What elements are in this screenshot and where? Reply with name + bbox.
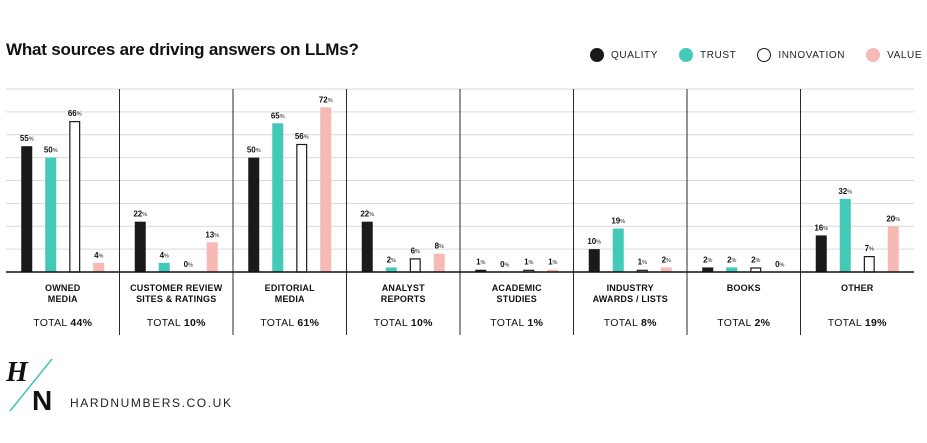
bar-quality: [361, 221, 373, 272]
data-label: 50%: [44, 146, 58, 155]
category-label: SITES & RATINGS: [136, 294, 216, 304]
bar-value: [887, 226, 899, 272]
category-total: TOTAL 1%: [490, 317, 543, 329]
bar-quality: [21, 146, 33, 272]
bar-value: [547, 269, 559, 272]
category-total: TOTAL 10%: [374, 317, 433, 329]
bar-trust: [612, 228, 624, 272]
category-label: STUDIES: [497, 294, 537, 304]
bar-quality: [475, 269, 487, 272]
category-label: CUSTOMER REVIEW: [130, 283, 223, 293]
bar-trust: [272, 123, 284, 272]
category-label: AWARDS / LISTS: [593, 294, 668, 304]
data-label: 0%: [500, 260, 509, 269]
data-label: 20%: [886, 214, 900, 223]
data-label: 4%: [94, 251, 103, 260]
legend-label: INNOVATION: [778, 49, 846, 61]
category-label: BOOKS: [727, 283, 761, 293]
category-total: TOTAL 61%: [260, 317, 319, 329]
data-label: 0%: [184, 260, 193, 269]
bar-value: [93, 262, 105, 272]
data-label: 1%: [548, 258, 557, 267]
bar-innovation: [69, 121, 81, 273]
data-label: 50%: [247, 146, 261, 155]
website-url: HARDNUMBERS.CO.UK: [70, 396, 233, 410]
data-label: 2%: [387, 255, 396, 264]
data-label: 72%: [319, 95, 333, 104]
legend-item-value: VALUE: [866, 48, 922, 62]
bar-value: [660, 267, 672, 272]
chart-title: What sources are driving answers on LLMs…: [6, 40, 359, 59]
data-label: 8%: [435, 242, 444, 251]
data-label: 19%: [611, 217, 625, 226]
data-label: 2%: [703, 255, 712, 264]
data-label: 56%: [295, 132, 309, 141]
data-label: 55%: [20, 134, 34, 143]
category-label: EDITORIAL: [265, 283, 315, 293]
legend-swatch-innovation: [757, 48, 772, 62]
data-label: 22%: [133, 210, 147, 219]
category-label: MEDIA: [48, 294, 78, 304]
bar-trust: [45, 157, 57, 272]
bar-value: [433, 253, 445, 272]
chart-legend: QUALITY TRUST INNOVATION VALUE: [590, 45, 922, 65]
data-label: 2%: [727, 255, 736, 264]
legend-item-innovation: INNOVATION: [757, 48, 845, 62]
category-label: OTHER: [841, 283, 874, 293]
legend-label: QUALITY: [611, 49, 658, 61]
bar-quality: [134, 221, 146, 272]
logo-letter-n: N: [32, 385, 52, 415]
legend-item-quality: QUALITY: [590, 48, 658, 62]
legend-swatch-trust: [679, 48, 693, 62]
bar-innovation: [863, 255, 875, 273]
data-label: 0%: [775, 260, 784, 269]
bar-trust: [385, 267, 397, 272]
data-label: 13%: [205, 230, 219, 239]
category-total: TOTAL 10%: [147, 317, 206, 329]
bar-quality: [702, 267, 714, 272]
data-label: 10%: [587, 237, 601, 246]
bar-quality: [588, 249, 600, 272]
category-label: ANALYST: [382, 283, 425, 293]
bar-quality: [248, 157, 260, 272]
category-total: TOTAL 19%: [828, 317, 887, 329]
category-label: INDUSTRY: [607, 283, 654, 293]
bar-innovation: [296, 143, 308, 273]
category-label: OWNED: [45, 283, 81, 293]
legend-label: TRUST: [700, 49, 737, 61]
data-label: 7%: [865, 244, 874, 253]
legend-swatch-quality: [590, 48, 604, 62]
data-label: 65%: [271, 111, 285, 120]
bar-trust: [839, 198, 851, 272]
bar-innovation: [409, 258, 421, 273]
category-label: MEDIA: [275, 294, 305, 304]
category-label: ACADEMIC: [492, 283, 542, 293]
data-label: 16%: [814, 223, 828, 232]
legend-item-trust: TRUST: [679, 48, 736, 62]
data-label: 1%: [638, 258, 647, 267]
data-label: 22%: [360, 210, 374, 219]
bar-quality: [815, 235, 827, 272]
logo-letter-h: H: [5, 357, 29, 388]
category-label: REPORTS: [381, 294, 426, 304]
legend-swatch-value: [866, 48, 881, 62]
data-label: 1%: [524, 258, 533, 267]
bar-trust: [158, 262, 170, 272]
category-total: TOTAL 44%: [33, 317, 92, 329]
bar-value: [320, 107, 332, 272]
hard-numbers-logo: H N: [5, 357, 53, 415]
bar-value: [206, 242, 218, 272]
data-label: 2%: [751, 255, 760, 264]
data-label: 1%: [476, 258, 485, 267]
bar-trust: [726, 267, 738, 272]
data-label: 4%: [160, 251, 169, 260]
legend-label: VALUE: [887, 49, 923, 61]
data-label: 6%: [411, 246, 420, 255]
category-total: TOTAL 8%: [604, 317, 657, 329]
data-label: 2%: [662, 255, 671, 264]
category-total: TOTAL 2%: [717, 317, 770, 329]
data-label: 32%: [838, 187, 852, 196]
data-label: 66%: [68, 109, 82, 118]
